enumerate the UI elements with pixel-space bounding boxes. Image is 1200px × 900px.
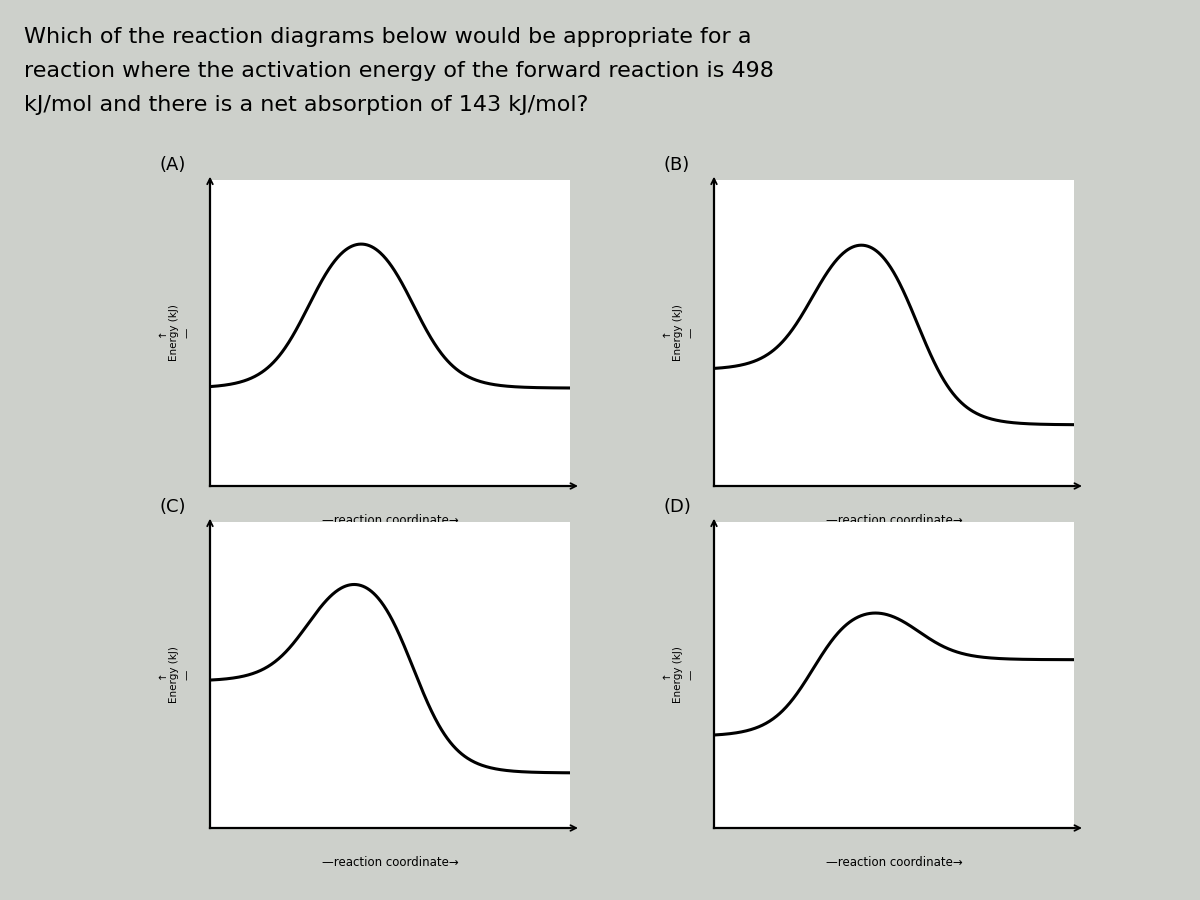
Text: ↑
Energy (kJ)
—: ↑ Energy (kJ) — — [661, 646, 696, 704]
Text: —reaction coordinate→: —reaction coordinate→ — [322, 856, 458, 868]
Text: ↑
Energy (kJ)
—: ↑ Energy (kJ) — — [156, 304, 192, 362]
Text: kJ/mol and there is a net absorption of 143 kJ/mol?: kJ/mol and there is a net absorption of … — [24, 95, 588, 115]
Text: (D): (D) — [664, 498, 691, 516]
Text: —reaction coordinate→: —reaction coordinate→ — [826, 856, 962, 868]
Text: (A): (A) — [160, 156, 186, 174]
Text: reaction where the activation energy of the forward reaction is 498: reaction where the activation energy of … — [24, 61, 774, 81]
Text: ↑
Energy (kJ)
—: ↑ Energy (kJ) — — [156, 646, 192, 704]
Text: (B): (B) — [664, 156, 690, 174]
Text: (C): (C) — [160, 498, 186, 516]
Text: —reaction coordinate→: —reaction coordinate→ — [826, 514, 962, 526]
Text: Which of the reaction diagrams below would be appropriate for a: Which of the reaction diagrams below wou… — [24, 27, 751, 47]
Text: ↑
Energy (kJ)
—: ↑ Energy (kJ) — — [661, 304, 696, 362]
Text: —reaction coordinate→: —reaction coordinate→ — [322, 514, 458, 526]
